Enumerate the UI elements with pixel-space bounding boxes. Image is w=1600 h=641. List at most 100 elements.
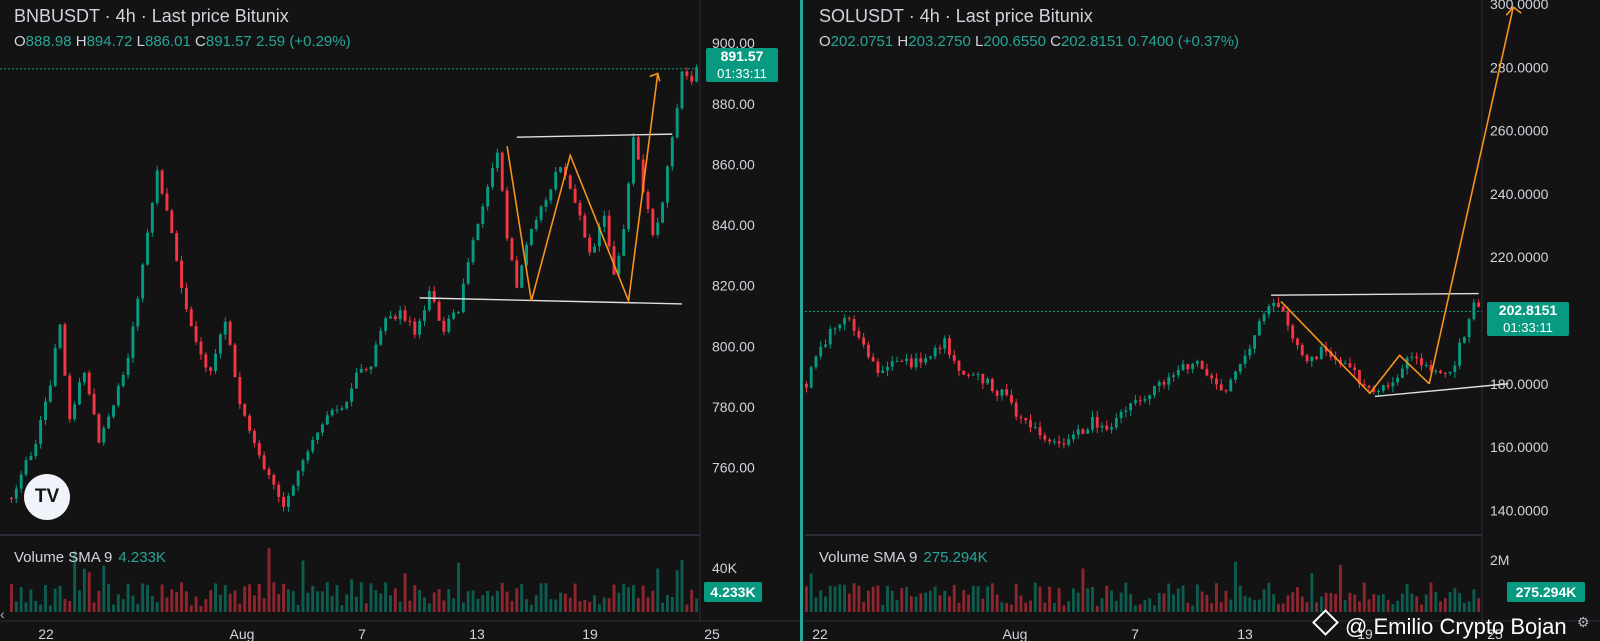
volume-bar — [1071, 588, 1075, 612]
volume-bar — [597, 604, 601, 612]
candle-body — [1153, 385, 1156, 396]
candle-body — [374, 344, 378, 367]
bnb-symbol-title[interactable]: BNBUSDT · 4h · Last price Bitunix — [14, 6, 289, 26]
volume-bar — [466, 591, 470, 612]
volume-bar — [909, 596, 913, 612]
volume-bar — [631, 585, 635, 612]
candle-body — [97, 414, 101, 443]
volume-bar — [838, 584, 842, 612]
volume-bar — [194, 596, 198, 612]
candle-body — [1410, 356, 1414, 358]
volume-bar — [1010, 604, 1013, 612]
volume-bar — [19, 587, 23, 612]
volume-bar — [895, 599, 899, 612]
candle-body — [1310, 356, 1314, 362]
candle-body — [890, 361, 894, 367]
bnb-last-price: 891.57 — [720, 48, 764, 64]
volume-bar — [661, 602, 665, 612]
y-tick-label: 260.0000 — [1490, 123, 1549, 139]
volume-bar — [311, 585, 315, 612]
volume-bar — [204, 599, 208, 612]
volume-bar — [1210, 603, 1214, 612]
volume-bar — [695, 598, 699, 612]
volume-bar — [14, 601, 18, 612]
scroll-left-icon[interactable]: ‹ — [0, 606, 5, 622]
volume-bar — [1157, 592, 1161, 612]
candle-body — [1100, 425, 1104, 428]
volume-bar — [593, 595, 597, 612]
y-tick-label: 900.00 — [712, 35, 755, 51]
sol-open-label: O — [819, 33, 831, 50]
candle-body — [665, 166, 669, 203]
candle-body — [393, 316, 397, 320]
candle-body — [218, 334, 222, 354]
volume-bar — [1448, 591, 1452, 612]
panel-divider[interactable] — [800, 0, 803, 641]
volume-bar — [1415, 596, 1419, 612]
candle-body — [141, 264, 145, 299]
bnb-high: 894.72 — [86, 33, 133, 50]
tradingview-logo[interactable]: TV — [24, 474, 70, 520]
y-tick-label: 300.0000 — [1490, 0, 1549, 12]
candle-body — [184, 288, 188, 310]
volume-bar — [1143, 600, 1147, 612]
candle-body — [1353, 367, 1357, 371]
candle-body — [1071, 434, 1075, 440]
volume-bar — [1405, 584, 1409, 612]
candle-body — [627, 183, 631, 230]
settings-icon[interactable]: ⚙ — [1577, 614, 1590, 630]
volume-bar — [805, 586, 808, 612]
volume-bar — [408, 600, 412, 612]
sol-chart-canvas[interactable]: 300.0000 280.0000 260.0000 240.0000 220.0000… — [805, 0, 1600, 641]
volume-bar — [330, 595, 334, 612]
candle-body — [1467, 319, 1471, 338]
volume-bar — [252, 595, 256, 612]
volume-bar — [340, 605, 344, 612]
volume-bar — [1396, 600, 1400, 612]
candle-body — [107, 416, 111, 429]
bnb-high-label: H — [75, 33, 87, 50]
candle-body — [389, 316, 392, 319]
sol-symbol-title[interactable]: SOLUSDT · 4h · Last price Bitunix — [819, 6, 1093, 26]
volume-bar — [1100, 598, 1104, 612]
sol-last-price-tag: 202.8151 01:33:11 — [1487, 302, 1569, 336]
bnb-chart-canvas[interactable]: 900.00 880.00 860.00 840.00 820.00 800.00 780.… — [0, 0, 800, 641]
volume-bar — [48, 605, 52, 612]
bnb-volume-legend[interactable]: Volume SMA 9 4.233K — [14, 549, 166, 566]
candle-body — [418, 320, 422, 335]
candle-body — [866, 344, 870, 358]
volume-bar — [876, 585, 880, 612]
volume-bar — [481, 595, 485, 612]
candle-body — [248, 415, 252, 431]
candle-body — [1000, 389, 1004, 396]
sol-volume-legend[interactable]: Volume SMA 9 275.294K — [819, 549, 988, 566]
volume-bar — [1033, 582, 1037, 612]
candle-body — [311, 439, 315, 452]
volume-bar — [437, 589, 441, 612]
volume-bar — [296, 604, 300, 612]
candle-body — [593, 246, 597, 253]
candle-body — [282, 496, 286, 507]
candle-body — [1124, 410, 1128, 412]
candle-body — [175, 233, 179, 261]
volume-bar — [1462, 602, 1466, 612]
volume-bar — [656, 568, 660, 612]
candle-body — [1305, 355, 1309, 362]
volume-bar — [1019, 595, 1023, 612]
candle-body — [1167, 376, 1171, 385]
candle-body — [486, 186, 490, 207]
volume-bar — [1205, 594, 1209, 612]
volume-bar — [1129, 594, 1133, 612]
sol-chart-panel[interactable]: 300.0000 280.0000 260.0000 240.0000 220.0000… — [805, 0, 1600, 641]
volume-bar — [257, 583, 261, 612]
candle-body — [675, 108, 679, 138]
bnb-chart-panel[interactable]: 900.00 880.00 860.00 840.00 820.00 800.00 780.… — [0, 0, 800, 641]
volume-bar — [1191, 605, 1195, 612]
candle-body — [809, 367, 813, 388]
volume-bar — [97, 590, 101, 612]
volume-tick-label: 2M — [1490, 552, 1509, 568]
volume-bar — [1086, 588, 1090, 612]
volume-bar — [141, 583, 145, 612]
candle-body — [1453, 365, 1457, 372]
volume-bar — [1257, 599, 1261, 612]
